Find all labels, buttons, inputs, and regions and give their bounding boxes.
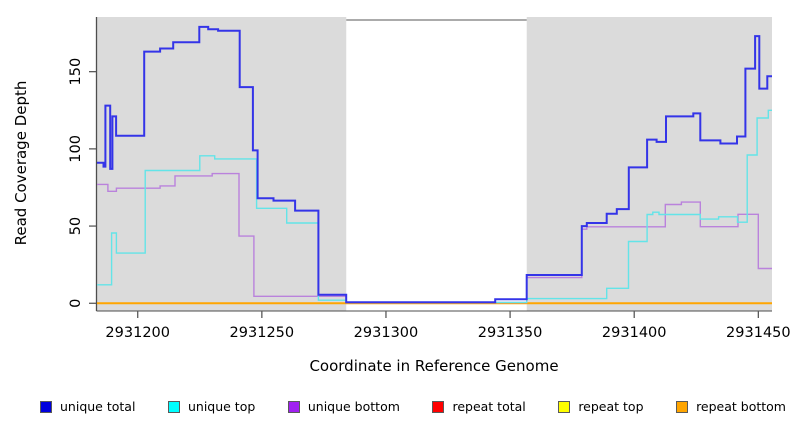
x-tick-label: 2931200 [105,325,170,341]
series-line-unique-total [97,25,772,304]
legend-item-unique-bottom: unique bottom [287,399,400,414]
y-tick-label: 0 [68,299,84,308]
legend-swatch-repeat-bottom [676,400,689,413]
legend-item-unique-total: unique total [40,399,135,414]
legend-item-repeat-top: repeat top [558,399,644,414]
x-tick-label: 2931350 [478,325,543,341]
x-tick-label: 2931450 [726,325,791,341]
legend-swatch-unique-bottom [287,400,300,413]
legend-swatch-unique-top [167,400,180,413]
series-line-unique-top [97,109,772,304]
legend-item-repeat-bottom: repeat bottom [676,399,786,414]
legend-swatch-repeat-total [432,400,445,413]
legend-item-repeat-total: repeat total [432,399,526,414]
legend-label: repeat bottom [696,399,786,414]
y-axis-title: Read Coverage Depth [12,80,30,246]
legend-label: repeat top [578,399,644,414]
legend: unique total unique top unique bottom re… [40,399,786,414]
x-tick-label: 2931300 [354,325,419,341]
mappable-region [526,17,772,311]
x-tick-label: 2931400 [602,325,667,341]
legend-swatch-repeat-top [558,400,571,413]
legend-item-unique-top: unique top [167,399,256,414]
y-tick-label: 50 [68,217,84,235]
y-tick-label: 100 [68,135,84,163]
y-tick-label: 150 [68,58,84,86]
x-tick-label: 2931250 [230,325,295,341]
legend-swatch-unique-total [40,400,52,413]
legend-label: repeat total [452,399,526,414]
legend-label: unique top [187,399,256,414]
legend-label: unique total [60,399,136,414]
x-axis-title: Coordinate in Reference Genome [309,357,559,375]
legend-label: unique bottom [307,399,400,414]
mappable-region [97,17,347,311]
